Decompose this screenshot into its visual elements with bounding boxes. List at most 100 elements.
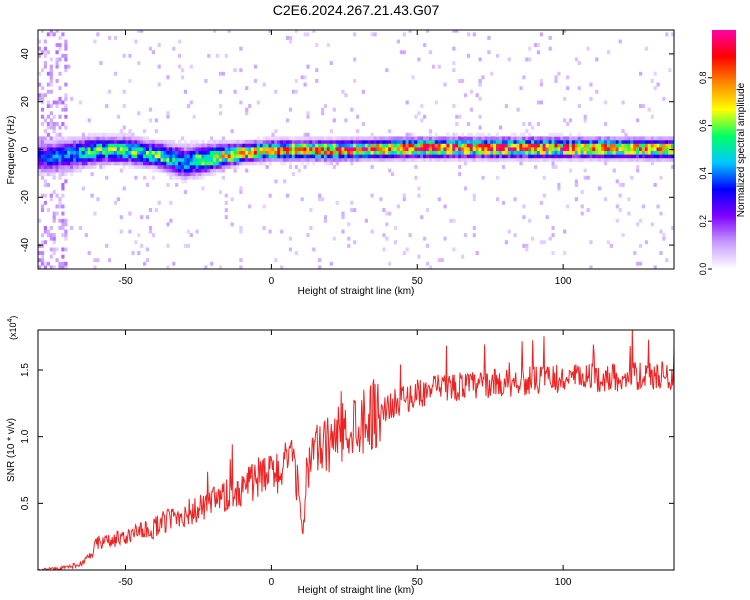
heatmap-cell (122, 143, 126, 148)
heatmap-cell (75, 139, 80, 144)
heatmap-cell (522, 147, 526, 151)
snr-y-axis-label: SNR (10 * v/v) (6, 418, 17, 482)
heatmap-cell (227, 161, 231, 166)
heatmap-cell (40, 154, 45, 159)
heatmap-cell (402, 193, 406, 198)
heatmap-cell (388, 211, 392, 216)
heatmap-cell (178, 150, 182, 155)
heatmap-cell (78, 136, 82, 141)
heatmap-cell (58, 175, 62, 180)
heatmap-cell (452, 30, 456, 33)
heatmap-cell (633, 154, 637, 159)
heatmap-cell (169, 168, 173, 173)
heatmap-cell (163, 154, 167, 159)
heatmap-cell (239, 154, 243, 159)
heatmap-cell (166, 183, 170, 187)
heatmap-cell (341, 229, 345, 234)
heatmap-cell (49, 197, 53, 202)
heatmap-cell (633, 157, 637, 162)
heatmap-cell (116, 197, 120, 202)
heatmap-cell (315, 139, 319, 144)
heatmap-cell (125, 157, 129, 162)
heatmap-cell (650, 139, 654, 144)
heatmap-cell (650, 150, 654, 155)
heatmap-cell (513, 147, 517, 151)
heatmap-cell (58, 86, 62, 91)
heatmap-cell (478, 82, 482, 87)
heatmap-cell (481, 150, 485, 155)
colorbar: 0.00.20.40.60.8 Normalized spectral ampl… (698, 30, 747, 275)
heatmap-cell (466, 139, 471, 144)
heatmap-cell (493, 143, 497, 148)
heatmap-cell (280, 139, 284, 144)
heatmap-cell (96, 32, 100, 37)
heatmap-cell (332, 154, 336, 159)
heatmap-cell (463, 136, 468, 141)
heatmap-cell (122, 139, 126, 144)
heatmap-cell (119, 147, 123, 151)
heatmap-cell (376, 136, 380, 141)
heatmap-cell (551, 143, 555, 148)
heatmap-cell (499, 157, 503, 162)
heatmap-cell (367, 136, 371, 141)
heatmap-cell (245, 147, 249, 151)
heatmap-cell (38, 53, 42, 58)
heatmap-cell (128, 165, 132, 169)
heatmap-cell (213, 168, 217, 173)
heatmap-cell (586, 46, 590, 51)
heatmap-cell (522, 150, 526, 155)
heatmap-cell (46, 168, 50, 173)
heatmap-cell (38, 143, 42, 148)
heatmap-cell (283, 154, 287, 159)
heatmap-cell (58, 265, 62, 269)
heatmap-cell (601, 157, 605, 162)
heatmap-cell (166, 143, 170, 148)
heatmap-cell (618, 150, 622, 155)
heatmap-cell (38, 251, 42, 255)
heatmap-cell (64, 222, 68, 227)
heatmap-cell (627, 197, 631, 202)
heatmap-cell (87, 118, 91, 123)
heatmap-cell (659, 229, 663, 234)
heatmap-cell (630, 157, 634, 162)
heatmap-cell (280, 150, 284, 155)
heatmap-cell (157, 200, 161, 205)
heatmap-cell (551, 139, 555, 144)
heatmap-cell (52, 240, 56, 245)
heatmap-cell (245, 154, 249, 159)
heatmap-cell (236, 161, 240, 166)
heatmap-cell (192, 157, 196, 162)
heatmap-cell (542, 154, 546, 159)
heatmap-cell (198, 165, 202, 169)
heatmap-cell (49, 32, 53, 37)
heatmap-cell (598, 154, 602, 159)
heatmap-cell (119, 129, 123, 134)
heatmap-cell (370, 136, 374, 141)
heatmap-cell (81, 165, 85, 169)
heatmap-cell (256, 139, 260, 144)
heatmap-cell (353, 154, 357, 159)
heatmap-cell (344, 150, 348, 155)
heatmap-cell (478, 150, 482, 155)
heatmap-cell (49, 64, 53, 69)
heatmap-cell (96, 143, 100, 148)
heatmap-cell (90, 136, 94, 141)
heatmap-cell (61, 233, 65, 238)
heatmap-cell (364, 136, 368, 141)
heatmap-cell (283, 150, 287, 155)
heatmap-cell (116, 154, 120, 159)
heatmap-cell (653, 136, 657, 141)
heatmap-cell (251, 157, 255, 162)
heatmap-cell (70, 147, 74, 151)
heatmap-cell (93, 211, 97, 216)
heatmap-cell (110, 147, 115, 151)
heatmap-cell (671, 150, 674, 155)
heatmap-cell (434, 154, 438, 159)
heatmap-cell (671, 136, 674, 141)
heatmap-cell (329, 161, 333, 166)
heatmap-cell (402, 154, 406, 159)
heatmap-cell (545, 154, 549, 159)
heatmap-cell (510, 139, 514, 144)
heatmap-cell (148, 118, 153, 123)
heatmap-cell (577, 86, 581, 91)
